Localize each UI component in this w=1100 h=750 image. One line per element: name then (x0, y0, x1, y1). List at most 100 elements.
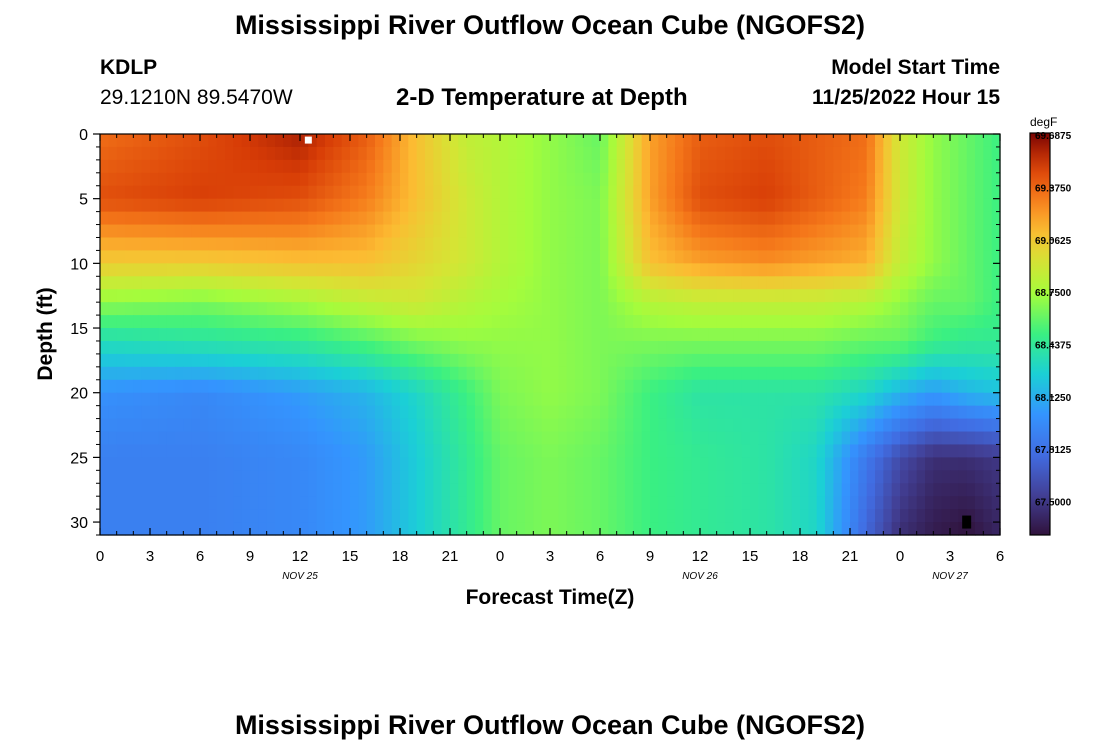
heatmap-cell (216, 340, 226, 355)
heatmap-cell (558, 185, 568, 200)
heatmap-cell (241, 224, 251, 239)
heatmap-cell (366, 392, 376, 407)
heatmap-cell (275, 185, 284, 200)
heatmap-cell (516, 237, 526, 252)
heatmap-cell (266, 289, 276, 303)
heatmap-cell (933, 340, 943, 355)
heatmap-cell (125, 276, 134, 290)
heatmap-cell (233, 315, 243, 329)
heatmap-cell (983, 483, 993, 497)
heatmap-cell (758, 224, 768, 239)
heatmap-cell (100, 315, 109, 329)
colorbar-tick-label: 67.8125 (1035, 445, 1072, 456)
heatmap-cell (841, 483, 851, 497)
heatmap-cell (266, 315, 276, 329)
heatmap-cell (891, 159, 901, 174)
heatmap-cell (783, 250, 793, 264)
heatmap-cell (141, 444, 151, 458)
heatmap-cell (166, 172, 176, 187)
heatmap-cell (950, 198, 959, 213)
heatmap-cell (850, 237, 859, 252)
heatmap-cell (775, 457, 784, 471)
heatmap-cell (950, 340, 959, 355)
heatmap-cell (583, 211, 593, 226)
heatmap-cell (983, 366, 993, 381)
heatmap-cell (225, 366, 234, 381)
heatmap-cell (658, 276, 668, 290)
heatmap-cell (733, 276, 743, 290)
heatmap-cell (441, 224, 451, 239)
heatmap-cell (183, 159, 193, 174)
heatmap-cell (158, 366, 168, 381)
heatmap-cell (675, 237, 684, 252)
heatmap-cell (733, 315, 743, 329)
heatmap-cell (441, 418, 451, 433)
heatmap-cell (550, 315, 559, 329)
heatmap-cell (991, 405, 1001, 420)
heatmap-cell (458, 315, 468, 329)
heatmap-cell (508, 405, 518, 420)
heatmap-cell (791, 340, 801, 355)
heatmap-cell (291, 224, 301, 239)
heatmap-cell (341, 134, 351, 148)
heatmap-cell (583, 134, 593, 148)
heatmap-cell (808, 353, 818, 368)
heatmap-cell (433, 315, 443, 329)
heatmap-cell (800, 276, 809, 290)
heatmap-cell (841, 444, 851, 458)
heatmap-cell (266, 237, 276, 252)
heatmap-cell (666, 457, 676, 471)
heatmap-cell (658, 315, 668, 329)
heatmap-cell (275, 470, 284, 484)
heatmap-cell (500, 224, 509, 239)
heatmap-cell (525, 237, 534, 252)
heatmap-cell (808, 224, 818, 239)
heatmap-cell (183, 444, 193, 458)
heatmap-cell (225, 134, 234, 148)
heatmap-cell (833, 353, 843, 368)
heatmap-cell (716, 418, 726, 433)
heatmap-cell (425, 328, 434, 342)
heatmap-cell (708, 328, 718, 342)
heatmap-cell (283, 289, 293, 303)
colorbar-tick-label: 69.0625 (1035, 236, 1072, 247)
heatmap-cell (383, 509, 393, 523)
heatmap-cell (825, 418, 834, 433)
heatmap-cell (283, 159, 293, 174)
heatmap-cell (341, 353, 351, 368)
heatmap-cell (233, 134, 243, 148)
heatmap-cell (183, 146, 193, 161)
heatmap-cell (683, 366, 693, 381)
heatmap-cell (583, 522, 593, 536)
heatmap-cell (900, 522, 909, 536)
heatmap-cell (550, 340, 559, 355)
heatmap-cell (958, 483, 968, 497)
heatmap-cell (766, 134, 776, 148)
heatmap-cell (533, 483, 543, 497)
heatmap-cell (708, 237, 718, 252)
heatmap-cell (758, 328, 768, 342)
heatmap-cell (933, 159, 943, 174)
heatmap-cell (883, 392, 893, 407)
heatmap-cell (400, 379, 409, 394)
heatmap-cell (558, 392, 568, 407)
heatmap-cell (208, 353, 218, 368)
heatmap-cell (250, 328, 259, 342)
heatmap-cell (383, 198, 393, 213)
heatmap-cell (558, 224, 568, 239)
heatmap-cell (225, 522, 234, 536)
heatmap-cell (283, 509, 293, 523)
heatmap-cell (250, 302, 259, 316)
heatmap-cell (916, 483, 926, 497)
heatmap-cell (950, 392, 959, 407)
heatmap-cell (800, 224, 809, 239)
heatmap-cell (200, 431, 209, 446)
heatmap-cell (866, 146, 876, 161)
heatmap-cell (858, 366, 868, 381)
heatmap-cell (250, 134, 259, 148)
heatmap-cell (566, 263, 576, 277)
heatmap-cell (191, 522, 201, 536)
heatmap-cell (600, 418, 609, 433)
heatmap-cell (500, 185, 509, 200)
heatmap-cell (933, 457, 943, 471)
